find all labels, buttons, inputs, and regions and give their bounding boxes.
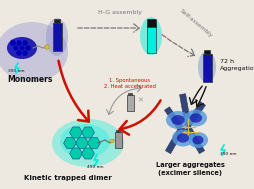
Ellipse shape [177,133,189,143]
Polygon shape [9,40,17,46]
FancyArrowPatch shape [120,100,161,135]
Polygon shape [22,40,28,46]
Polygon shape [12,45,20,51]
Bar [128,93,132,95]
Ellipse shape [9,38,29,54]
Bar [204,50,210,54]
Text: 1. Spontaneous
2. Heat accelerated: 1. Spontaneous 2. Heat accelerated [104,78,156,89]
Polygon shape [15,40,23,46]
Text: Kinetic trapped dimer: Kinetic trapped dimer [24,175,112,181]
Bar [116,130,120,132]
Bar [147,23,155,53]
Ellipse shape [171,115,185,125]
Ellipse shape [7,37,37,59]
Text: 390 nm: 390 nm [220,152,236,156]
FancyBboxPatch shape [180,94,190,122]
Text: 490 nm: 490 nm [87,165,103,169]
Polygon shape [22,50,28,56]
Bar [202,54,212,82]
Text: Monomers: Monomers [7,75,53,84]
Ellipse shape [198,51,216,83]
FancyBboxPatch shape [184,102,205,128]
Circle shape [45,45,49,49]
Bar [54,19,60,23]
FancyArrowPatch shape [162,35,195,57]
Polygon shape [88,137,100,149]
FancyArrowPatch shape [107,85,141,115]
Ellipse shape [190,113,202,123]
Bar [126,95,134,111]
Polygon shape [70,148,82,159]
Polygon shape [19,45,25,51]
Ellipse shape [46,18,68,56]
FancyArrowPatch shape [196,87,206,107]
Polygon shape [76,137,88,149]
Text: 72 h
Aggregation: 72 h Aggregation [220,59,254,71]
Ellipse shape [185,109,207,126]
Text: Self-assembly: Self-assembly [179,9,213,39]
Text: Larger aggregates
(excimer silence): Larger aggregates (excimer silence) [155,163,225,176]
FancyBboxPatch shape [165,126,185,154]
FancyBboxPatch shape [165,107,185,133]
Circle shape [110,139,114,143]
Text: 390 nm: 390 nm [8,69,24,73]
FancyArrowPatch shape [58,61,89,122]
Ellipse shape [172,129,194,146]
Ellipse shape [193,136,203,144]
Text: H-G assembly: H-G assembly [98,10,142,15]
Ellipse shape [60,124,110,158]
Ellipse shape [140,17,162,55]
Ellipse shape [166,111,190,129]
Bar [147,19,155,27]
Polygon shape [64,137,76,149]
Ellipse shape [0,22,68,82]
Polygon shape [24,45,31,51]
Text: ✕: ✕ [137,97,143,103]
Bar [115,132,121,148]
FancyBboxPatch shape [185,126,205,154]
Ellipse shape [52,119,124,167]
Polygon shape [15,50,23,56]
Polygon shape [82,148,94,159]
Polygon shape [70,127,82,138]
FancyArrowPatch shape [189,86,202,104]
FancyArrowPatch shape [78,24,139,32]
Ellipse shape [188,132,208,148]
Bar [148,19,154,23]
Polygon shape [82,127,94,138]
Bar [53,23,61,51]
